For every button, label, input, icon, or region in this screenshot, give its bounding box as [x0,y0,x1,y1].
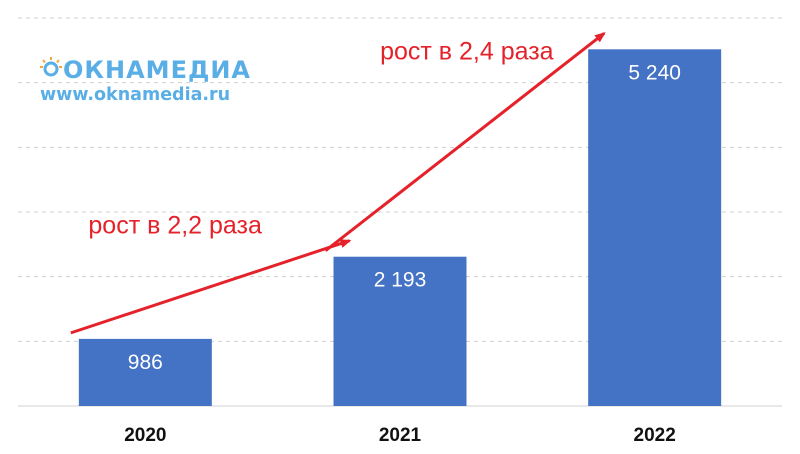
growth-arrow [70,239,352,335]
brand-url: www.oknamedia.ru [40,85,231,105]
bar-2022 [588,49,722,406]
growth-annotation: рост в 2,4 раза [380,37,554,65]
logo-text: ОКНАМЕДИА [63,56,251,84]
sun-logo-icon [40,56,62,84]
bar-2021 [333,256,467,406]
bar-value-label: 5 240 [628,61,681,84]
growth-annotation: рост в 2,2 раза [88,212,262,240]
x-tick-label: 2022 [634,425,676,446]
bar-2020 [78,338,212,406]
brand-logo: ОКНАМЕДИА www.oknamedia.ru [40,56,251,105]
bar-value-label: 2 193 [374,269,427,292]
bar-value-label: 986 [128,351,163,374]
growth-arrow [324,32,606,252]
x-tick-label: 2021 [379,425,422,446]
x-tick-label: 2020 [124,425,166,446]
